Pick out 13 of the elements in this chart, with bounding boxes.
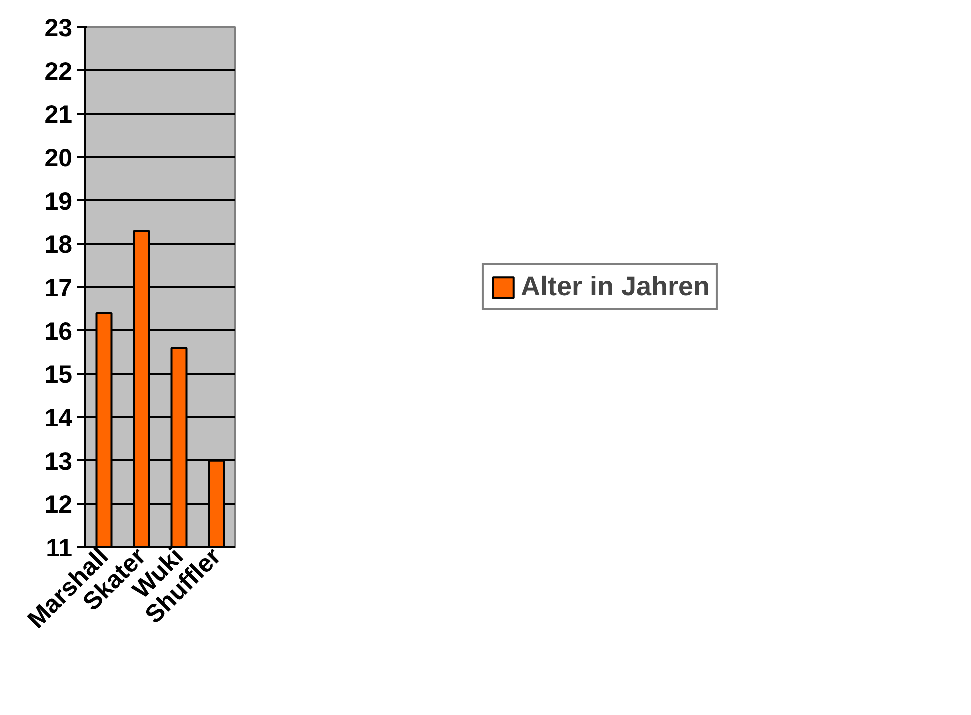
y-tick-label: 20 — [44, 144, 73, 172]
y-tick-label: 16 — [44, 318, 73, 346]
y-tick-label: 22 — [44, 58, 73, 86]
y-tick-label: 15 — [44, 361, 73, 390]
y-tick-label: 12 — [44, 491, 73, 520]
y-tick-label: 17 — [44, 274, 73, 302]
y-tick-label: 23 — [44, 14, 73, 42]
y-tick-label: 19 — [44, 188, 73, 216]
y-tick-label: 13 — [44, 448, 73, 476]
y-tick-label: 14 — [44, 404, 73, 432]
y-tick-label: 21 — [44, 101, 73, 130]
legend-label: Alter in Jahren — [520, 272, 710, 302]
y-tick-label: 18 — [44, 231, 73, 260]
